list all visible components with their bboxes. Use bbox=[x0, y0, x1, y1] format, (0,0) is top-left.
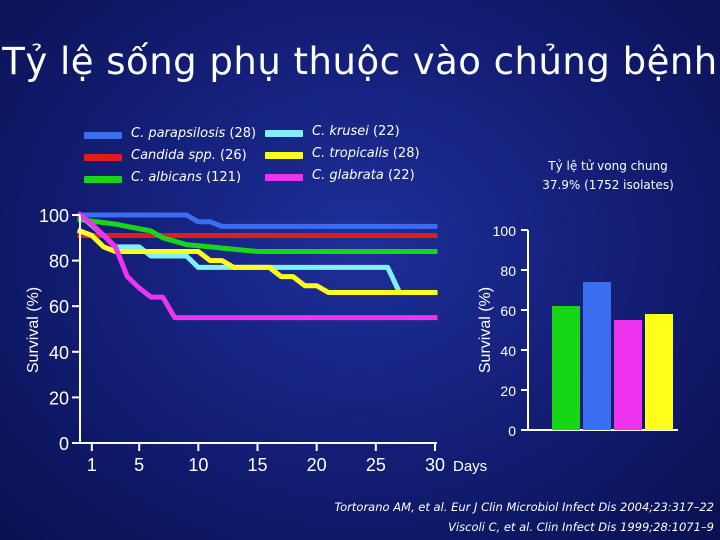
legend-count: (26) bbox=[220, 148, 247, 163]
right-y-axis-label: Survival (%) bbox=[477, 287, 494, 373]
right-y-tick-label: 100 bbox=[493, 223, 517, 239]
line-series-c-glabrata bbox=[76, 211, 438, 321]
bar-c-albicans bbox=[552, 306, 580, 430]
left-y-tick-label: 100 bbox=[39, 206, 69, 226]
mortality-note-line2: 37.9% (1752 isolates) bbox=[542, 178, 674, 192]
left-x-axis-label: Days bbox=[453, 458, 487, 475]
legend-swatch bbox=[84, 176, 122, 183]
mortality-note: Tỷ lệ tử vong chung 37.9% (1752 isolates… bbox=[520, 157, 696, 195]
legend-label: C. albicans bbox=[131, 170, 202, 185]
legend-label: Candida spp. bbox=[131, 148, 216, 163]
right-y-tick-label: 80 bbox=[500, 263, 516, 279]
legend-swatch bbox=[265, 152, 303, 159]
legend-swatch bbox=[265, 130, 303, 137]
mortality-note-line1: Tỷ lệ tử vong chung bbox=[548, 159, 668, 173]
legend-item-tropicalis: C. tropicalis (28) bbox=[265, 145, 455, 167]
legend-label: C. parapsilosis bbox=[131, 126, 226, 141]
right-y-tick-label: 40 bbox=[500, 343, 516, 359]
legend-count: (22) bbox=[387, 168, 415, 183]
bar-c-tropicalis bbox=[645, 314, 673, 430]
legend-item-parapsilosis: C. parapsilosis (28) bbox=[84, 125, 274, 147]
left-y-tick-label: 20 bbox=[49, 388, 69, 408]
citation-2: Viscoli C, et al. Clin Infect Dis 1999;2… bbox=[448, 520, 714, 534]
bar-c-parapsilosis bbox=[583, 282, 611, 430]
legend-count: (28) bbox=[229, 126, 257, 141]
legend-swatch bbox=[265, 174, 303, 181]
left-x-tick-label: 15 bbox=[247, 455, 267, 475]
legend-count: (22) bbox=[372, 124, 400, 139]
right-y-tick-label: 0 bbox=[508, 423, 516, 439]
left-x-tick-label: 10 bbox=[188, 455, 208, 475]
left-y-tick-label: 40 bbox=[49, 343, 69, 363]
bar-c-glabrata bbox=[614, 320, 642, 430]
left-y-tick-label: 60 bbox=[49, 297, 69, 317]
legend-swatch bbox=[84, 132, 122, 139]
line-series-c-albicans bbox=[77, 216, 438, 254]
right-y-tick-label: 20 bbox=[500, 383, 516, 399]
left-x-tick-label: 20 bbox=[307, 455, 327, 475]
legend-item-albicans: C. albicans (121) bbox=[84, 169, 274, 191]
slide-title: Tỷ lệ sống phụ thuộc vào chủng bệnh bbox=[2, 40, 718, 83]
citations: Tortorano AM, et al. Eur J Clin Microbio… bbox=[335, 497, 714, 537]
legend-swatch bbox=[84, 154, 122, 161]
legend-label: C. glabrata bbox=[312, 168, 384, 183]
legend-item-krusei: C. krusei (22) bbox=[265, 123, 455, 145]
legend-left: C. parapsilosis (28) Candida spp. (26) C… bbox=[84, 125, 274, 191]
left-x-tick-label: 5 bbox=[134, 455, 144, 475]
legend-right: C. krusei (22) C. tropicalis (28) C. gla… bbox=[265, 123, 455, 189]
legend-label: C. tropicalis bbox=[312, 146, 389, 161]
legend-count: (121) bbox=[206, 170, 242, 185]
line-series-c-parapsilosis bbox=[77, 212, 438, 229]
left-y-tick-label: 80 bbox=[49, 252, 69, 272]
left-y-axis-label: Survival (%) bbox=[25, 287, 42, 373]
right-y-tick-label: 60 bbox=[500, 303, 516, 319]
line-series-c-tropicalis bbox=[76, 227, 438, 295]
citation-1: Tortorano AM, et al. Eur J Clin Microbio… bbox=[334, 500, 714, 514]
left-y-tick-label: 0 bbox=[59, 434, 69, 454]
legend-item-candida-spp: Candida spp. (26) bbox=[84, 147, 274, 169]
left-x-tick-label: 25 bbox=[366, 455, 386, 475]
legend-item-glabrata: C. glabrata (22) bbox=[265, 167, 455, 189]
left-x-tick-label: 30 bbox=[425, 455, 445, 475]
left-x-tick-label: 1 bbox=[87, 455, 97, 475]
legend-label: C. krusei bbox=[312, 124, 369, 139]
legend-count: (28) bbox=[392, 146, 420, 161]
